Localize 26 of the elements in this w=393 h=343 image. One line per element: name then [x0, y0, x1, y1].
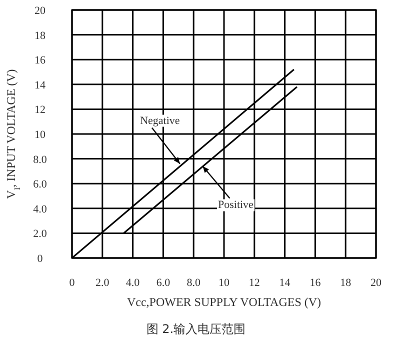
- x-tick-label: 4.0: [126, 277, 140, 289]
- y-tick-label: 16: [34, 54, 46, 67]
- x-axis-title: Vcc,POWER SUPPLY VOLTAGES (V): [126, 295, 322, 309]
- y-tick-label: 2.0: [33, 228, 48, 240]
- x-tick-label: 14: [279, 277, 291, 289]
- y-tick-label: 12: [34, 104, 46, 116]
- x-tick-label: 20: [370, 277, 382, 289]
- annotation: Positive: [218, 199, 254, 212]
- y-tick-label: 8.0: [33, 154, 48, 166]
- x-tick-label: 6.0: [156, 277, 171, 289]
- x-tick-label: 2.0: [96, 277, 110, 289]
- x-tick-label: 0: [69, 277, 76, 289]
- caption: 图 2.输入电压范围: [146, 322, 246, 336]
- y-tick-label: 20: [34, 5, 46, 17]
- x-tick-label: 18: [340, 277, 352, 289]
- x-tick-label: 10: [218, 277, 230, 289]
- y-tick-label: 10: [34, 129, 46, 141]
- y-tick-label: 4.0: [33, 203, 48, 216]
- x-tick-label: 12: [248, 277, 260, 289]
- y-tick-label: 6.0: [33, 178, 48, 191]
- x-tick-label: 16: [310, 277, 322, 289]
- x-tick-label: 8.0: [186, 277, 201, 289]
- y-tick-label: 18: [34, 30, 46, 42]
- annotation: Negative: [140, 114, 180, 127]
- y-tick-label: 14: [34, 79, 46, 92]
- y-tick-label: 0: [37, 253, 44, 265]
